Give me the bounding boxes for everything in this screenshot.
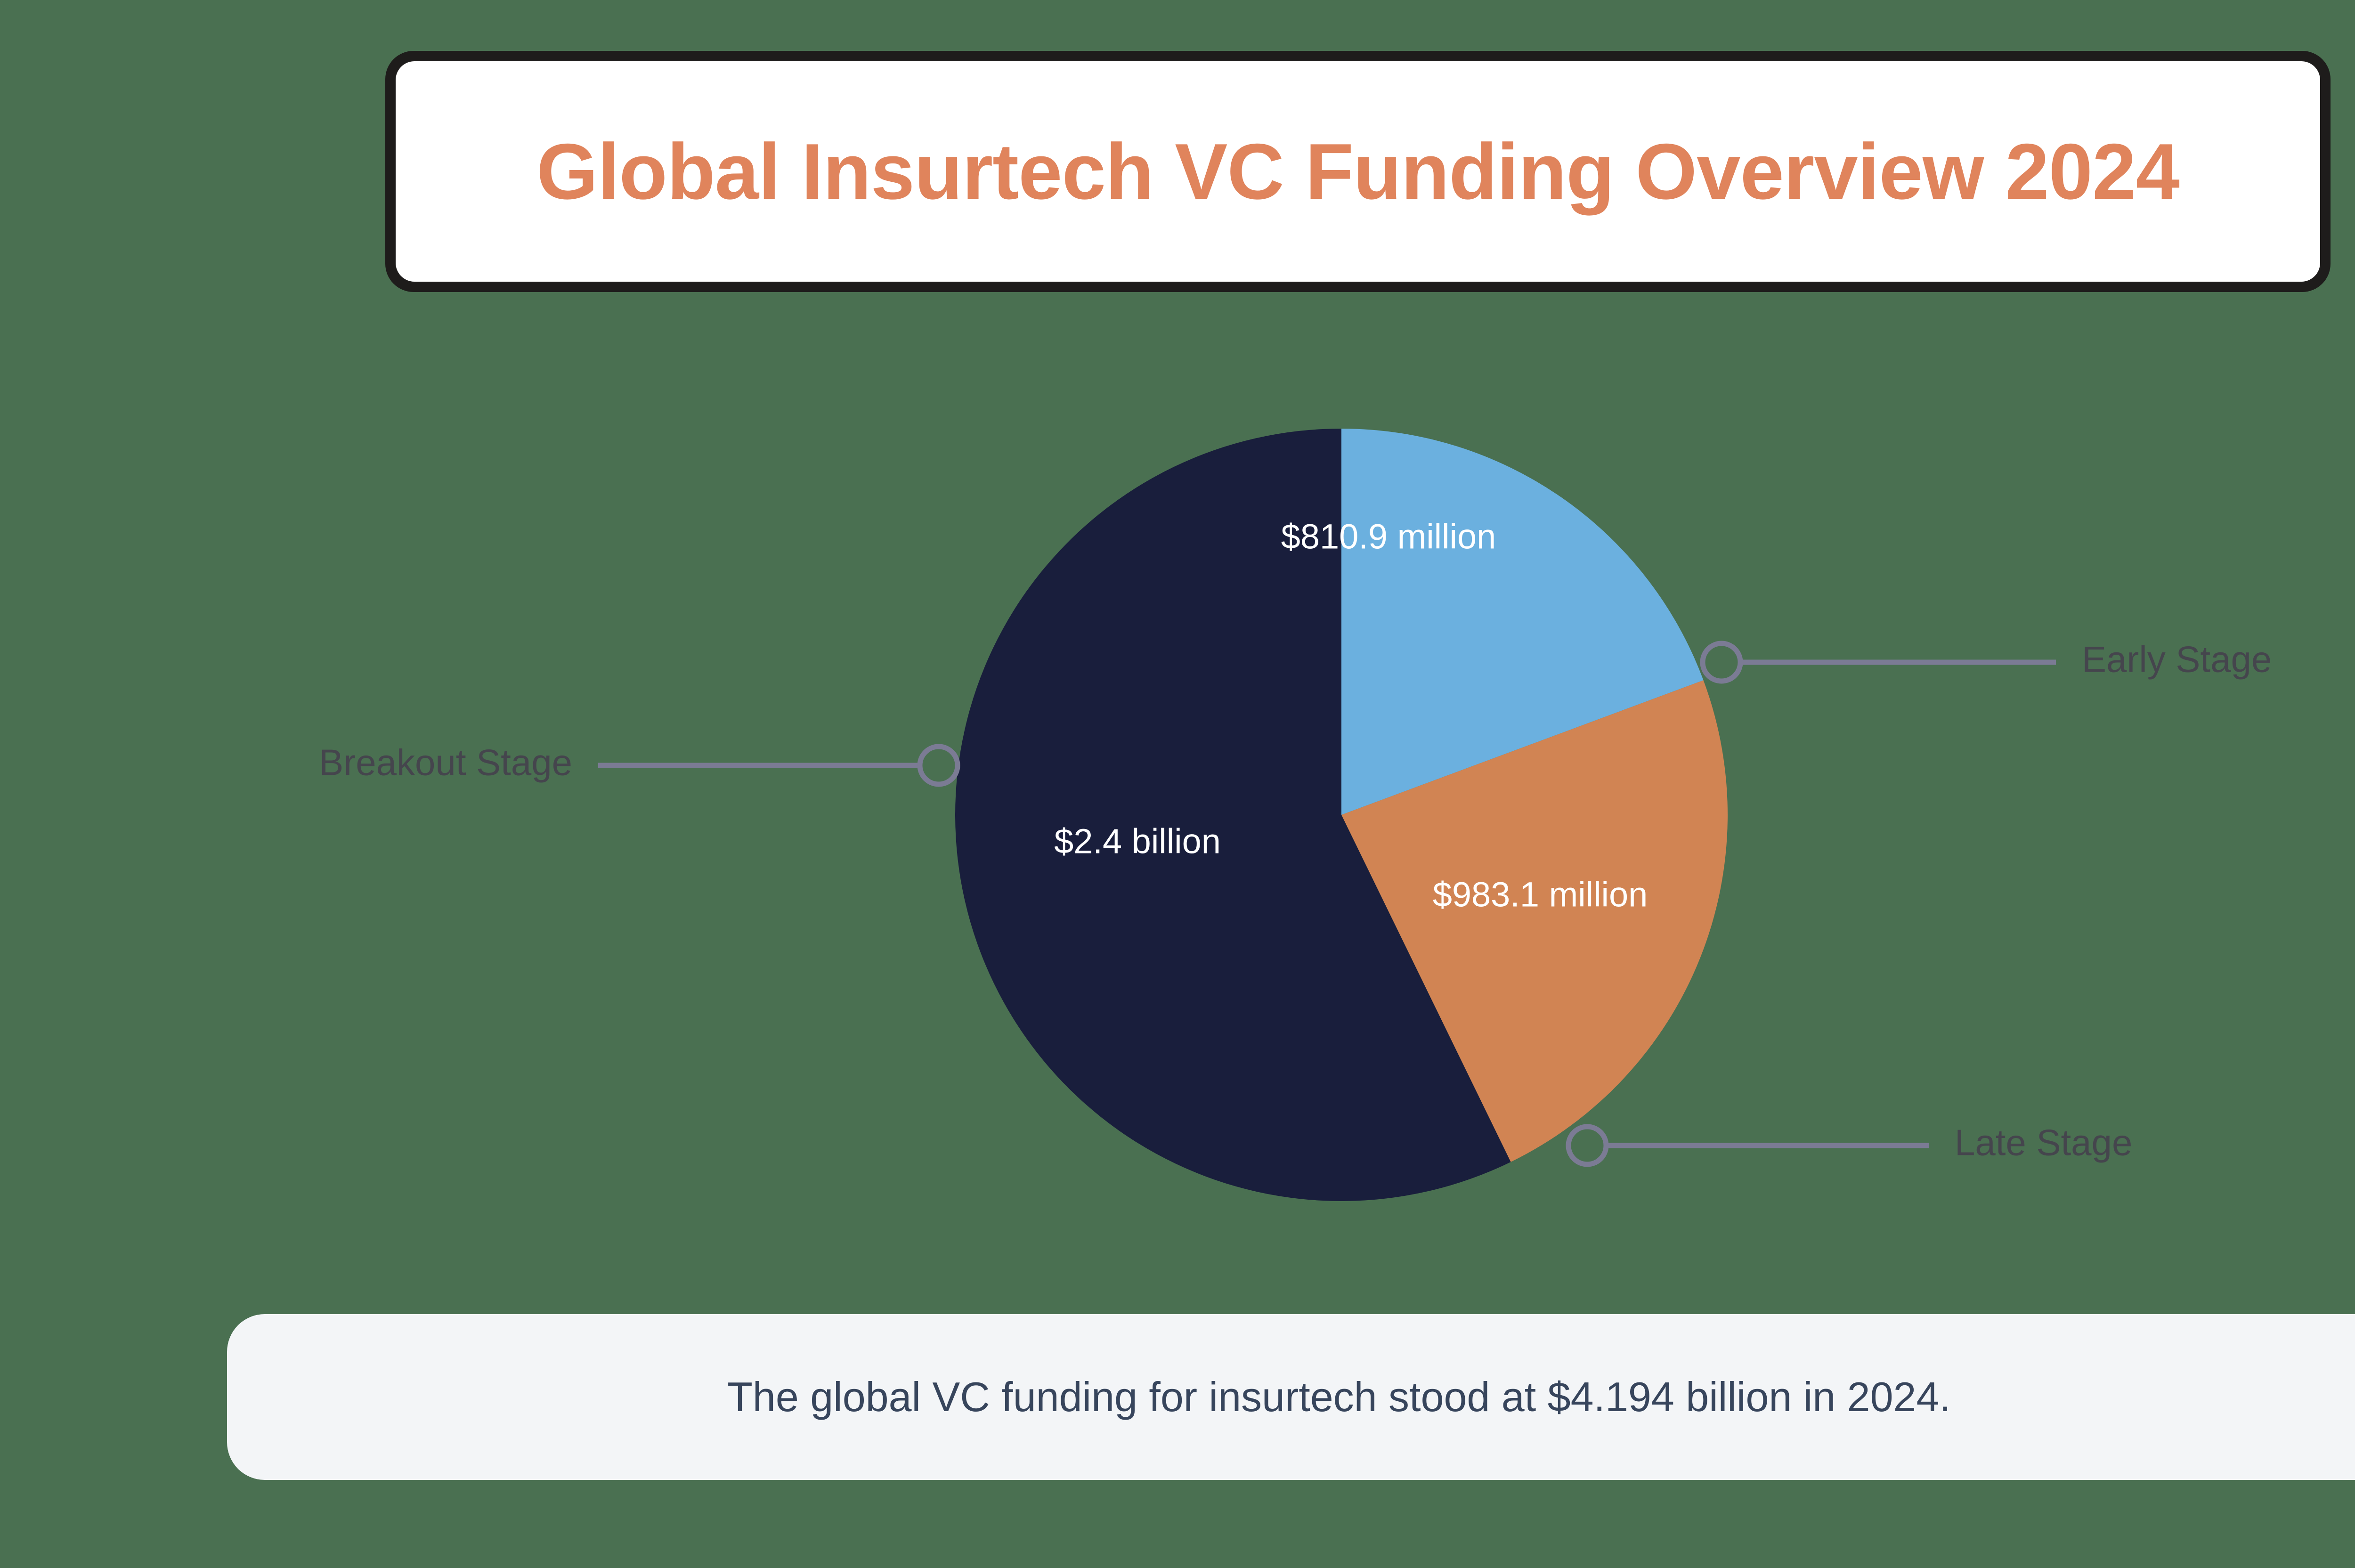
pie-slice-labels: $810.9 million $983.1 million $2.4 billi… <box>1054 517 1648 914</box>
pie-chart-svg: $810.9 million $983.1 million $2.4 billi… <box>319 429 2272 1201</box>
callout-label-early-stage: Early Stage <box>2082 639 2272 680</box>
leader-dot-breakout-stage <box>917 744 960 787</box>
slice-value-label-breakout-stage: $2.4 billion <box>1054 822 1221 861</box>
callout-early-stage: Early Stage <box>1700 639 2272 684</box>
pie-chart-area: $810.9 million $983.1 million $2.4 billi… <box>0 292 2355 1295</box>
pie-slice-late-stage[interactable] <box>1341 680 1728 1162</box>
callout-late-stage: Late Stage <box>1566 1122 2132 1167</box>
callout-label-late-stage: Late Stage <box>1955 1122 2132 1163</box>
page-title: Global Insurtech VC Funding Overview 202… <box>536 127 2180 216</box>
pie-slice-breakout-stage[interactable] <box>955 429 1511 1201</box>
title-card: Global Insurtech VC Funding Overview 202… <box>385 51 2331 292</box>
caption-text: The global VC funding for insurtech stoo… <box>727 1373 1951 1420</box>
slice-value-label-early-stage: $810.9 million <box>1281 517 1496 556</box>
leader-dot-early-stage <box>1700 641 1743 684</box>
pie-slices <box>955 429 1728 1201</box>
title-card-inner: Global Insurtech VC Funding Overview 202… <box>396 61 2320 282</box>
slice-value-label-late-stage: $983.1 million <box>1433 875 1648 914</box>
callout-label-breakout-stage: Breakout Stage <box>319 742 572 783</box>
pie-slice-early-stage[interactable] <box>1341 429 1704 815</box>
caption-card: The global VC funding for insurtech stoo… <box>227 1314 2355 1480</box>
callout-breakout-stage: Breakout Stage <box>319 742 960 787</box>
leader-dot-late-stage <box>1566 1124 1609 1167</box>
